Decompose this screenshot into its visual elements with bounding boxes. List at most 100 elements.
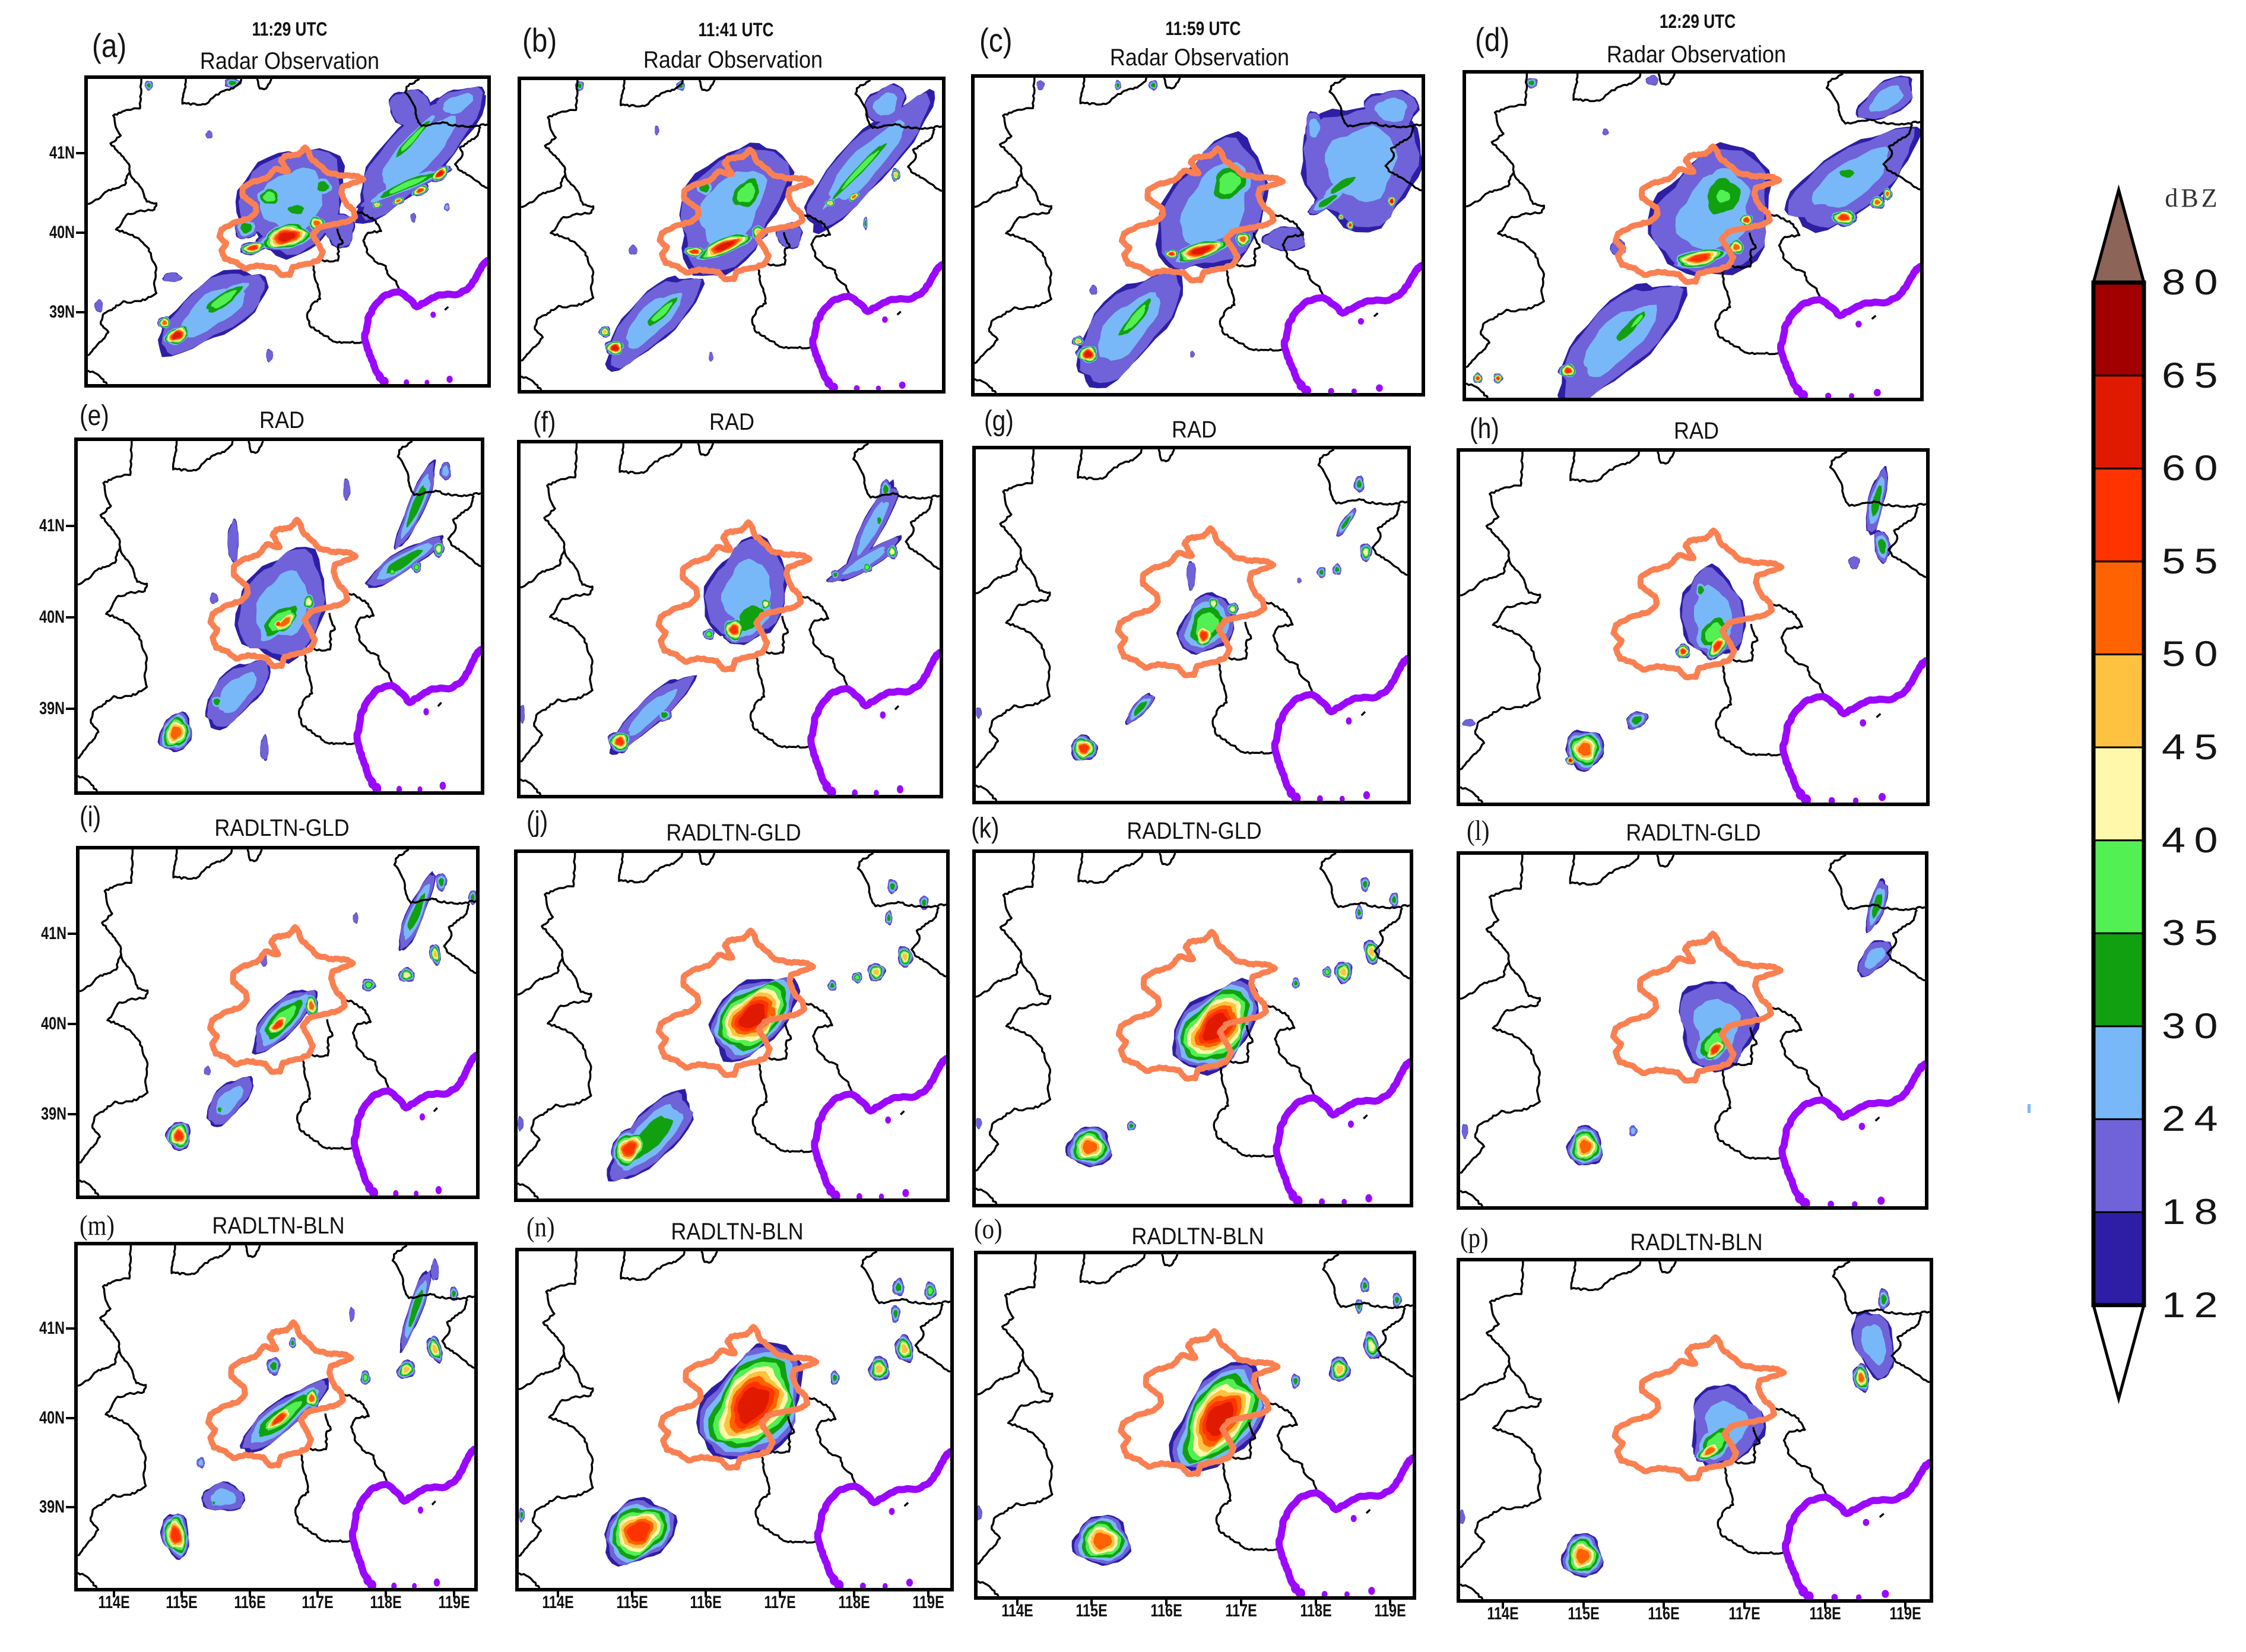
- echo-contour-30dbz: [1631, 716, 1642, 725]
- coastline-dot: [1368, 1587, 1375, 1595]
- x-tick-label: 114E: [98, 1593, 130, 1612]
- boundary-line: [1716, 662, 1788, 756]
- boundary-line: [1460, 787, 1483, 803]
- echo-contour-55dbz: [273, 1020, 283, 1029]
- boundary-line: [78, 441, 147, 759]
- coastline-dot: [1350, 1515, 1357, 1523]
- colorbar-bin-35-40: [2092, 839, 2145, 934]
- echo-contour-55dbz: [1079, 744, 1089, 753]
- boundary-line: [1731, 1028, 1757, 1066]
- map-panel-a: 41N 40N 39N: [49, 75, 491, 388]
- coastline-line: [1783, 661, 1926, 803]
- boundary-line: [1374, 313, 1378, 317]
- boundary-line: [905, 1502, 908, 1506]
- beijing-outline: [1119, 932, 1275, 1079]
- coastline-dot: [1351, 388, 1357, 393]
- echo-contour-40dbz: [1230, 606, 1235, 611]
- coastline-dot: [885, 1116, 892, 1124]
- boundary-line: [1078, 449, 1141, 479]
- colorbar-tick-label: 40: [2162, 820, 2226, 860]
- boundary-line: [1220, 267, 1289, 351]
- map-panel-n: 114E 115E 116E 117E 118E 119E: [515, 1248, 954, 1612]
- coastline-dot: [1917, 1063, 1925, 1073]
- y-tick-label: 41N: [39, 516, 65, 536]
- reflectivity-map: [1460, 1261, 1930, 1599]
- x-tick-label: 119E: [1374, 1601, 1406, 1621]
- echo-contour-55dbz: [1689, 254, 1709, 262]
- boundary-line: [752, 266, 817, 348]
- boundary-line: [1718, 1464, 1790, 1555]
- panel-title-m: RADLTN-BLN: [212, 1213, 345, 1239]
- echo-contour-24dbz: [218, 671, 257, 714]
- x-tick-mark: [1239, 1599, 1242, 1606]
- boundary-line: [1460, 1584, 1483, 1599]
- panel-title-l: RADLTN-GLD: [1626, 820, 1761, 846]
- panel-title-f: RAD: [709, 409, 755, 435]
- boundary-line: [432, 1501, 436, 1505]
- echo-contour-50dbz: [767, 1007, 776, 1017]
- boundary-line: [78, 1350, 119, 1385]
- echo-contour-30dbz: [1341, 515, 1351, 529]
- coastline-dot: [480, 259, 487, 268]
- coastline: [1277, 1061, 1410, 1204]
- boundary-line: [895, 706, 899, 709]
- coastline-dot: [831, 1190, 840, 1198]
- coastline-dot: [1828, 1200, 1834, 1206]
- colorbar-bin-60-65: [2092, 375, 2145, 470]
- echo-contour-45dbz: [375, 203, 379, 207]
- radar-echo-layer: [976, 475, 1373, 761]
- colorbar-unit-label: dBZ: [2165, 183, 2220, 213]
- coastline-dot: [938, 1057, 946, 1067]
- boundary-line: [765, 616, 788, 654]
- boundary-line: [1876, 1117, 1880, 1121]
- echo-contour-30dbz: [1871, 485, 1882, 517]
- boundary-line: [915, 1304, 950, 1372]
- echo-contour-30dbz: [887, 914, 891, 921]
- province-boundaries: [1466, 74, 1920, 398]
- boundary-line: [861, 1251, 950, 1304]
- panel-label-f: (f): [533, 407, 556, 438]
- panel-label-d: (d): [1475, 21, 1510, 58]
- echo-contour-30dbz: [1319, 569, 1324, 575]
- echo-contour-50dbz: [1874, 199, 1880, 205]
- echo-contour-18dbz: [163, 272, 182, 282]
- echo-contour-45dbz: [902, 953, 908, 961]
- coastline: [813, 264, 942, 390]
- boundary-line: [80, 849, 148, 1163]
- reflectivity-map: [88, 79, 487, 384]
- x-tick-mark: [180, 1590, 183, 1597]
- radar-echo-layer: [164, 871, 476, 1152]
- province-boundaries: [80, 849, 476, 1196]
- x-tick-mark: [1823, 1602, 1826, 1609]
- coastline: [354, 1055, 476, 1196]
- map-panel-m: 41N 40N 39N 114E 115E 116E 117E 118E 119E: [39, 1242, 478, 1612]
- province-boundaries: [975, 78, 1422, 393]
- boundary-line: [1460, 1261, 1541, 1568]
- echo-contour-18dbz: [227, 519, 239, 563]
- colorbar-frame: [2091, 280, 2146, 1308]
- boundary-line: [1235, 233, 1260, 267]
- boundary-line: [699, 853, 715, 865]
- panel-title-a: Radar Observation: [199, 48, 380, 74]
- boundary-line: [88, 172, 129, 204]
- boundary-line: [1466, 173, 1514, 207]
- colorbar-bin-40-45: [2092, 746, 2145, 842]
- echo-contour-40dbz: [404, 972, 410, 978]
- echo-contour-50dbz: [1705, 1447, 1715, 1456]
- echo-contour-24dbz: [445, 204, 449, 210]
- echo-contour-55dbz: [616, 737, 624, 745]
- boundary-line: [1080, 78, 1146, 104]
- echo-contour-30dbz: [1872, 893, 1883, 919]
- province-boundaries: [518, 853, 946, 1198]
- echo-contour-18dbz: [1089, 285, 1097, 295]
- panel-title-e: RAD: [259, 407, 305, 433]
- y-tick-mark: [68, 932, 76, 935]
- coastline-dot: [1302, 385, 1312, 393]
- echo-contour-60dbz: [737, 1386, 769, 1425]
- echo-contour-18dbz: [629, 245, 637, 255]
- coastline-dot: [1402, 1061, 1410, 1070]
- y-tick-mark: [76, 311, 84, 314]
- boundary-line: [521, 779, 541, 795]
- echo-contour-50dbz: [1858, 1373, 1864, 1383]
- colorbar-bin-65-80: [2092, 281, 2145, 377]
